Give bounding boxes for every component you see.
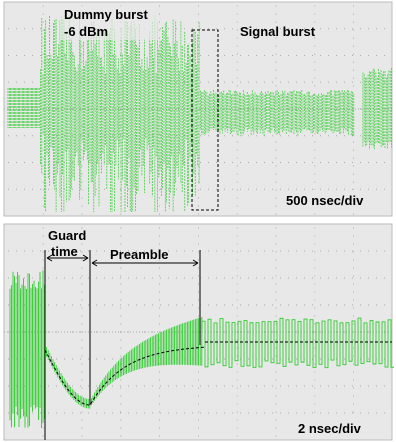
oscilloscope-figure: Dummy burst -6 dBm Signal burst 500 nsec… — [0, 0, 396, 442]
preamble-label: Preamble — [110, 247, 169, 262]
bottom-scale-label: 2 nsec/div — [298, 421, 362, 436]
guard-label: Guard — [48, 228, 86, 243]
dummy-burst-label: Dummy burst — [64, 7, 148, 22]
time-label: time — [51, 244, 78, 259]
power-label: -6 dBm — [64, 24, 108, 39]
signal-burst-label: Signal burst — [240, 24, 316, 39]
top-scale-label: 500 nsec/div — [286, 193, 364, 208]
